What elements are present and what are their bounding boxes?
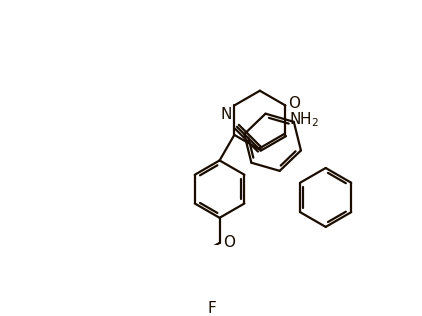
Text: O: O xyxy=(223,235,235,250)
Text: F: F xyxy=(207,301,216,316)
Text: N: N xyxy=(221,107,232,122)
Text: NH$_2$: NH$_2$ xyxy=(289,110,319,129)
Text: O: O xyxy=(289,96,300,112)
